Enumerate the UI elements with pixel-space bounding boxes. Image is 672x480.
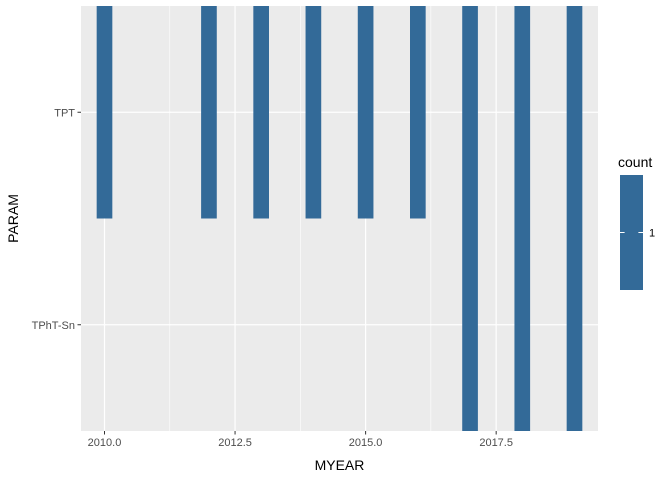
heatmap-tile bbox=[514, 6, 531, 219]
legend-label: 1 bbox=[649, 228, 655, 240]
heatmap-tile bbox=[566, 6, 583, 219]
legend: count 1 bbox=[618, 154, 655, 290]
heatmap-tile bbox=[462, 6, 478, 219]
y-axis-title: PARAM bbox=[5, 194, 21, 243]
y-axis: TPT TPhT-Sn bbox=[32, 107, 81, 332]
heatmap-tile bbox=[253, 6, 269, 219]
x-tick-label: 2010.0 bbox=[88, 437, 122, 449]
x-axis: 2010.0 2012.5 2015.0 2017.5 bbox=[88, 431, 513, 449]
heatmap-tile bbox=[305, 6, 322, 219]
panel-background bbox=[81, 6, 598, 431]
heatmap-tile bbox=[566, 218, 583, 431]
x-tick-label: 2015.0 bbox=[349, 437, 383, 449]
legend-colorbar bbox=[620, 175, 643, 290]
y-tick-label: TPhT-Sn bbox=[32, 320, 75, 332]
legend-title: count bbox=[618, 154, 652, 170]
y-tick-label: TPT bbox=[54, 107, 75, 119]
x-axis-title: MYEAR bbox=[315, 457, 365, 473]
heatmap-tile bbox=[514, 218, 531, 431]
tiles bbox=[96, 6, 583, 431]
heatmap-tile bbox=[96, 6, 113, 219]
heatmap-tile bbox=[201, 6, 217, 219]
heatmap-tile bbox=[357, 6, 374, 219]
x-tick-label: 2017.5 bbox=[479, 437, 513, 449]
heatmap-tile bbox=[462, 218, 478, 431]
x-tick-label: 2012.5 bbox=[218, 437, 252, 449]
minor-gridlines bbox=[169, 6, 432, 431]
heatmap-tile bbox=[410, 6, 426, 219]
